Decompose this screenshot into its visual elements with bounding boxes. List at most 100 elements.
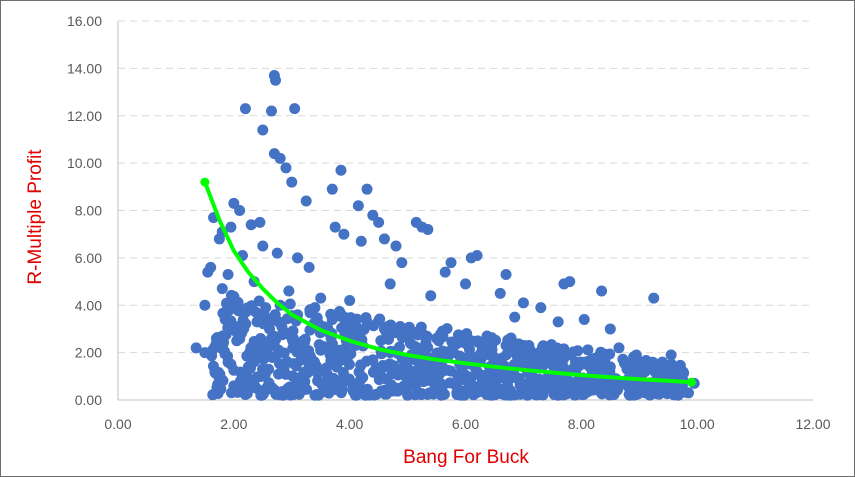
scatter-point	[286, 176, 298, 188]
scatter-point	[418, 376, 430, 388]
x-tick-label: 10.00	[680, 416, 715, 432]
scatter-point	[325, 355, 337, 367]
scatter-point	[622, 358, 634, 370]
scatter-point	[392, 385, 404, 397]
scatter-point	[297, 370, 309, 382]
scatter-point	[500, 268, 512, 280]
scatter-point	[598, 348, 610, 360]
scatter-point	[587, 354, 599, 366]
scatter-point	[471, 250, 483, 262]
scatter-point	[613, 342, 625, 354]
scatter-point	[219, 313, 231, 325]
scatter-point	[610, 380, 622, 392]
scatter-point	[277, 389, 289, 401]
scatter-point	[405, 338, 417, 350]
scatter-point	[486, 332, 498, 344]
y-tick-label: 10.00	[67, 155, 102, 171]
scatter-point	[445, 257, 457, 269]
scatter-point	[575, 377, 587, 389]
scatter-point	[270, 74, 282, 86]
y-tick-label: 6.00	[75, 250, 102, 266]
scatter-point	[445, 365, 457, 377]
scatter-point	[425, 290, 437, 302]
scatter-point	[596, 285, 608, 297]
y-tick-label: 16.00	[67, 13, 102, 29]
scatter-point	[271, 247, 283, 259]
trendline-path	[202, 180, 694, 385]
scatter-point	[210, 332, 222, 344]
scatter-point	[436, 345, 448, 357]
scatter-point	[190, 342, 202, 354]
scatter-point	[225, 221, 237, 233]
scatter-point	[672, 389, 684, 401]
scatter-point	[567, 346, 579, 358]
y-tick-label: 8.00	[75, 203, 102, 219]
scatter-point	[595, 364, 607, 376]
scatter-point	[254, 216, 266, 228]
scatter-point	[558, 383, 570, 395]
scatter-point	[284, 298, 296, 310]
scatter-point	[460, 278, 471, 290]
scatter-point	[535, 302, 547, 314]
scatter-point	[205, 261, 217, 273]
scatter-point	[647, 356, 659, 368]
y-tick-label: 4.00	[75, 297, 102, 313]
scatter-point	[604, 323, 616, 335]
scatter-point	[222, 268, 234, 280]
scatter-point	[257, 240, 269, 252]
y-tick-label: 14.00	[67, 60, 102, 76]
scatter-point	[582, 386, 594, 398]
scatter-point	[355, 235, 367, 247]
scatter-point	[199, 299, 211, 311]
scatter-point	[386, 368, 398, 380]
x-tick-label: 4.00	[336, 416, 363, 432]
scatter-point	[242, 361, 254, 373]
scatter-point	[630, 349, 642, 361]
scatter-point	[375, 335, 387, 347]
scatter-point	[439, 266, 451, 278]
scatter-point	[448, 337, 460, 349]
scatter-point	[351, 380, 363, 392]
scatter-point	[402, 389, 414, 401]
scatter-point	[222, 356, 234, 368]
scatter-point	[535, 388, 547, 400]
scatter-point	[355, 360, 367, 372]
scatter-point	[250, 306, 262, 318]
scatter-point	[629, 389, 641, 401]
gridlines	[118, 20, 813, 354]
scatter-point	[328, 384, 340, 396]
scatter-point	[237, 369, 249, 381]
scatter-point	[506, 370, 518, 382]
x-tick-label: 6.00	[452, 416, 479, 432]
scatter-point	[311, 367, 323, 379]
scatter-point	[517, 297, 529, 309]
scatter-point	[441, 323, 453, 335]
scatter-point	[278, 347, 290, 359]
scatter-point	[214, 368, 226, 380]
scatter-point	[430, 375, 442, 387]
scatter-point	[263, 363, 275, 375]
scatter-point	[260, 302, 272, 314]
scatter-point	[234, 205, 246, 216]
scatter-point	[280, 162, 292, 174]
x-tick-label: 8.00	[568, 416, 595, 432]
scatter-point	[263, 337, 275, 349]
scatter-point	[378, 233, 390, 245]
scatter-point	[280, 328, 292, 340]
scatter-point	[529, 359, 541, 371]
scatter-point	[326, 183, 338, 195]
scatter-point	[295, 354, 307, 366]
scatter-point	[340, 312, 352, 324]
scatter-point	[564, 276, 576, 288]
scatter-point	[436, 361, 448, 373]
scatter-point	[473, 384, 485, 396]
trendline-end-marker	[686, 377, 696, 387]
scatter-point	[378, 323, 390, 335]
scatter-point	[404, 328, 416, 340]
scatter-point	[569, 389, 581, 401]
scatter-point	[566, 377, 578, 389]
scatter-point	[431, 332, 443, 344]
scatter-point	[570, 356, 582, 368]
scatter-point	[656, 356, 668, 368]
